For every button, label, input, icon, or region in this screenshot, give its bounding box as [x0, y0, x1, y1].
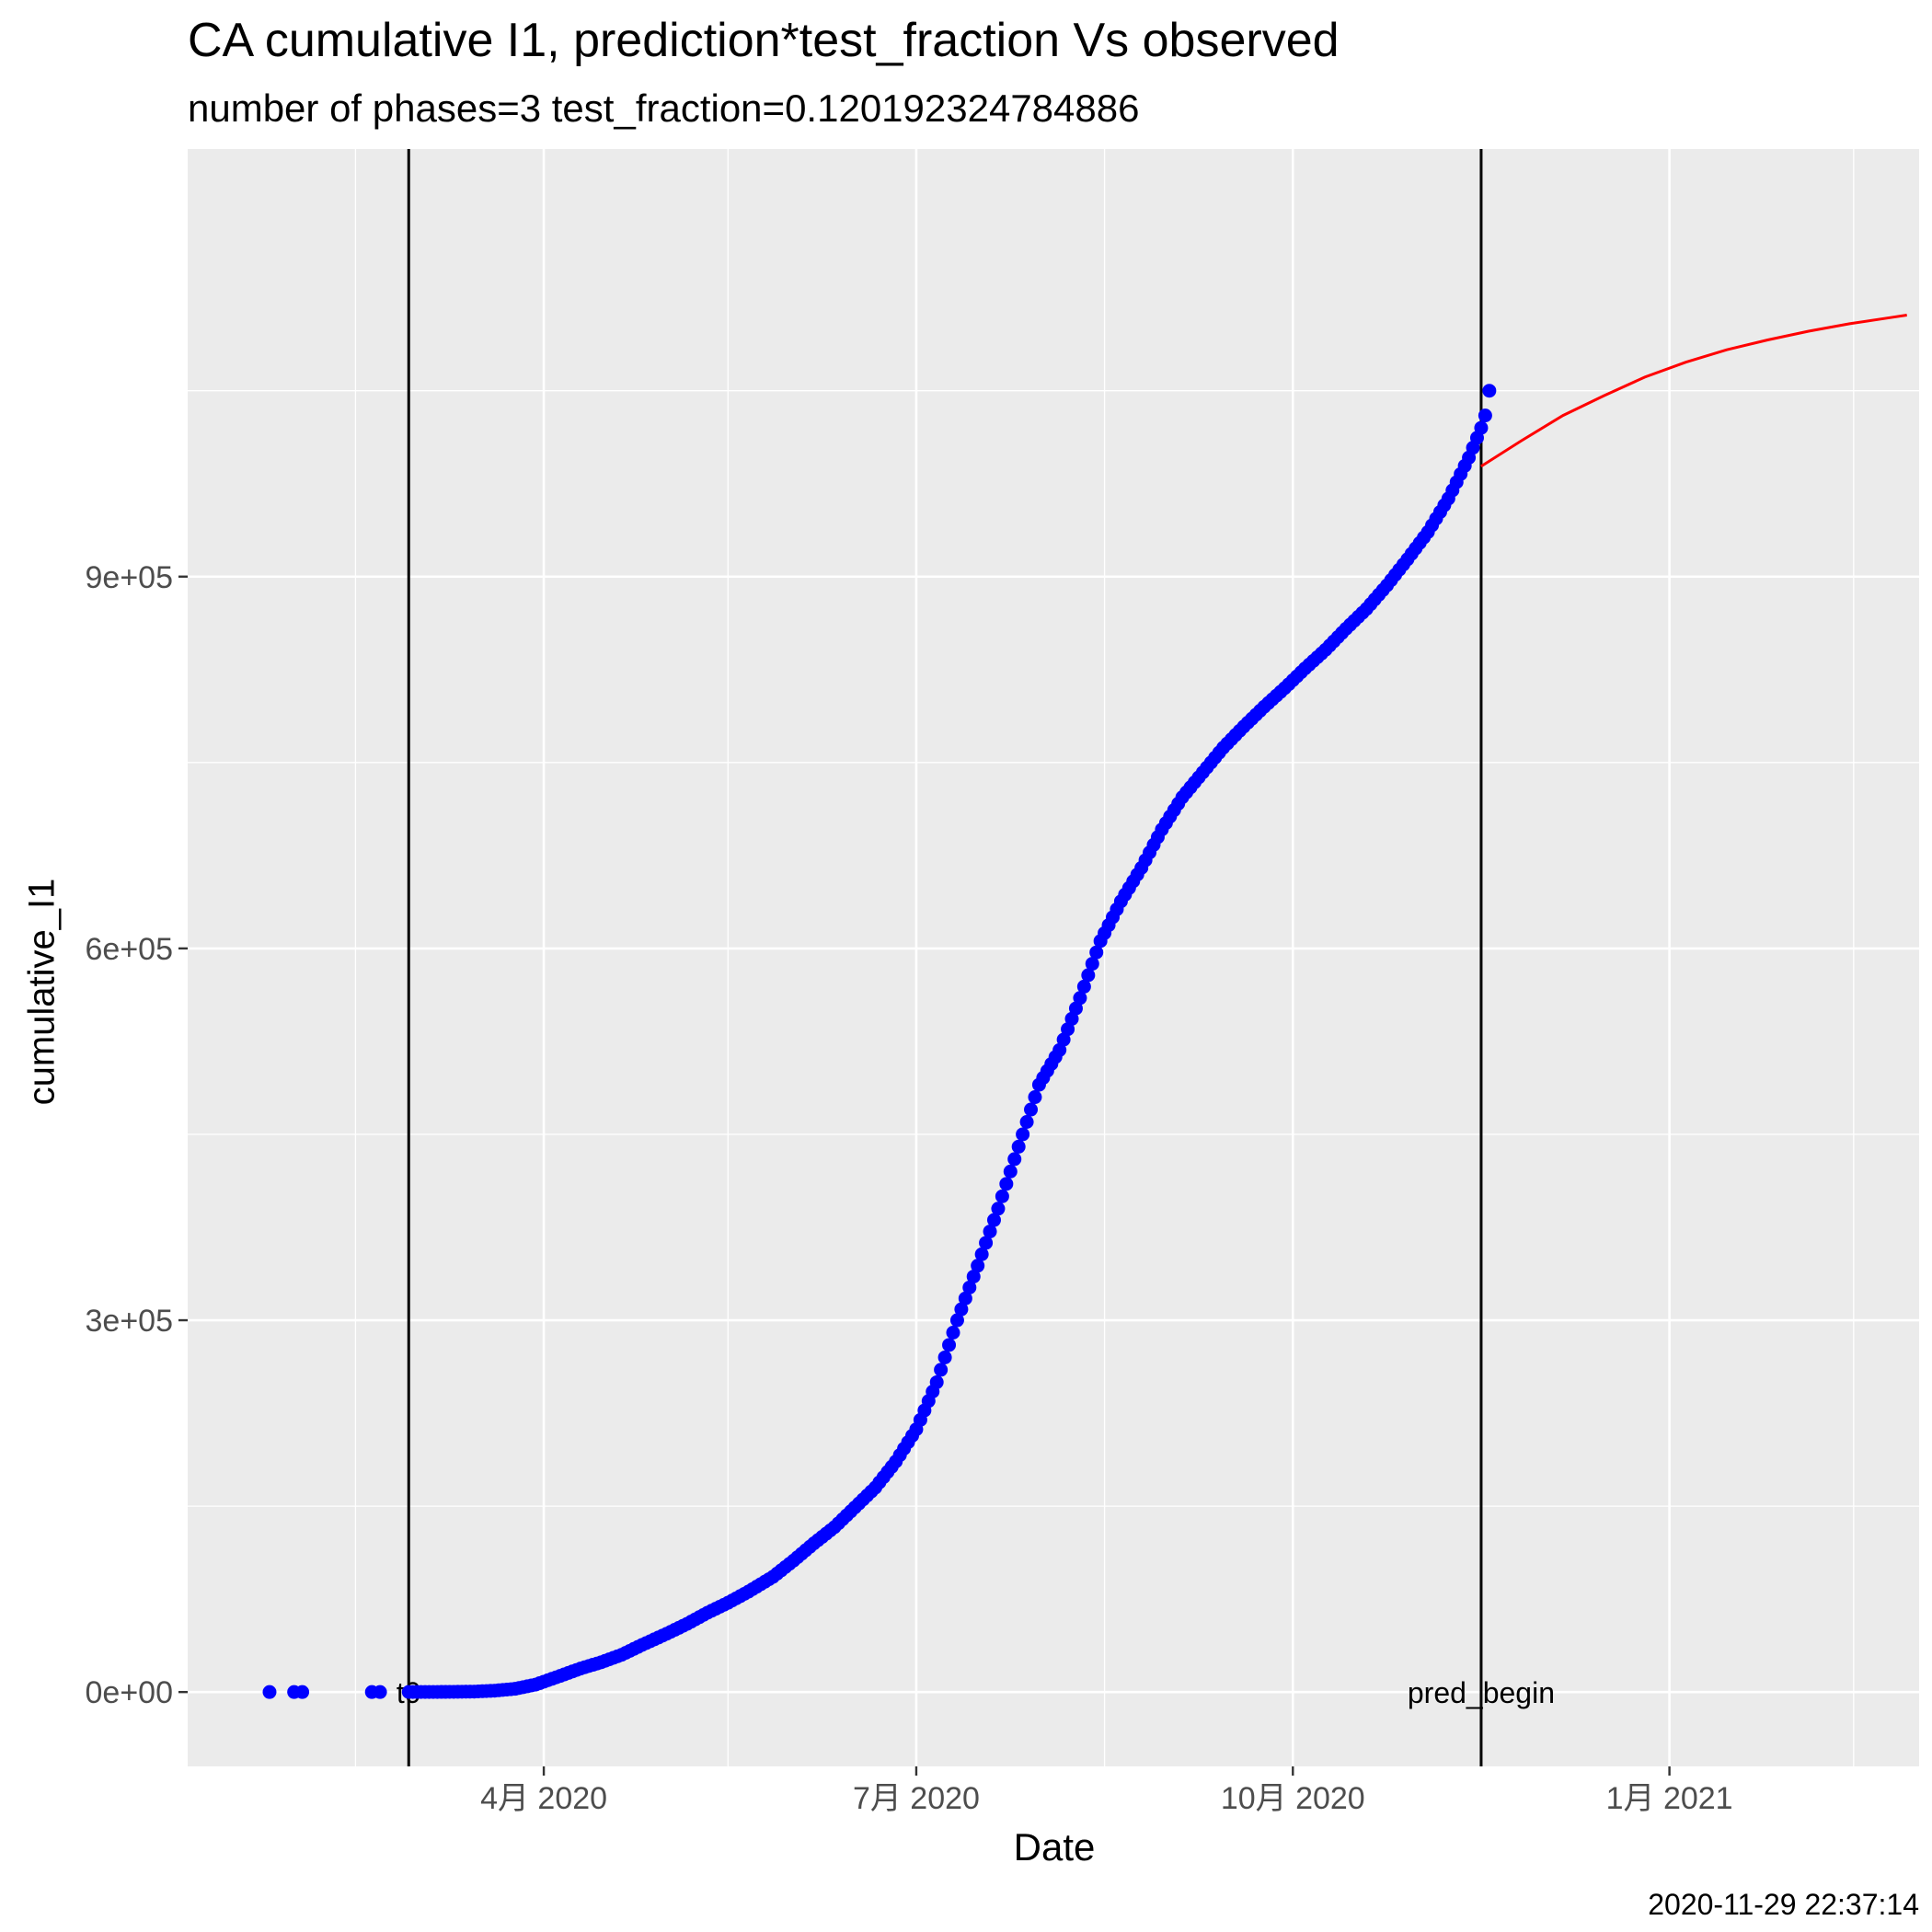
chart-title: CA cumulative I1, prediction*test_fracti…	[188, 14, 1340, 67]
observed-point	[1024, 1102, 1039, 1117]
observed-point	[979, 1236, 994, 1250]
observed-point	[934, 1363, 949, 1377]
observed-point	[995, 1189, 1009, 1203]
observed-point	[958, 1291, 972, 1305]
y-tick-label: 0e+00	[86, 1675, 174, 1710]
timestamp-caption: 2020-11-29 22:37:14	[1648, 1888, 1919, 1921]
observed-point	[949, 1313, 964, 1328]
observed-point	[373, 1685, 387, 1699]
observed-point	[1089, 945, 1104, 960]
plot-panel	[188, 149, 1919, 1766]
prediction-line-path	[1480, 314, 1907, 468]
observed-point	[1007, 1152, 1022, 1167]
observed-point	[991, 1202, 1006, 1216]
observed-point	[1052, 1042, 1067, 1057]
observed-point	[1056, 1032, 1071, 1047]
axes: 4月 2020 7月 2020 10月 2020 1月 2021 0e+00 3e+05 6…	[86, 560, 1733, 1816]
observed-point	[1011, 1139, 1026, 1154]
observed-point	[1085, 957, 1099, 972]
observed-point	[1482, 384, 1497, 398]
x-tick-label: 10月 2020	[1221, 1781, 1365, 1816]
observed-point	[295, 1685, 310, 1699]
x-tick-label: 1月 2021	[1606, 1781, 1733, 1816]
minor-gridlines	[188, 149, 1919, 1766]
observed-point	[966, 1270, 981, 1284]
x-tick-label: 4月 2020	[480, 1781, 607, 1816]
observed-point	[999, 1177, 1014, 1191]
observed-point	[1478, 408, 1492, 423]
observed-point	[962, 1280, 977, 1294]
observed-point	[986, 1213, 1001, 1227]
x-axis-label: Date	[1013, 1825, 1096, 1869]
observed-point	[1073, 991, 1087, 1006]
observed-point	[262, 1685, 277, 1699]
observed-point	[974, 1247, 989, 1261]
observed-point	[1016, 1127, 1030, 1142]
observed-point	[946, 1326, 960, 1340]
observed-point	[1019, 1114, 1034, 1129]
y-tick-label: 6e+05	[86, 932, 174, 967]
observed-point	[983, 1225, 997, 1239]
y-tick-label: 3e+05	[86, 1304, 174, 1339]
observed-point	[1474, 420, 1489, 435]
observed-point	[1068, 1001, 1083, 1016]
x-tick-label: 7月 2020	[853, 1781, 980, 1816]
observed-point	[929, 1374, 944, 1389]
observed-point	[971, 1259, 985, 1273]
major-gridlines	[188, 149, 1919, 1766]
observed-point	[954, 1302, 969, 1317]
observed-point	[1003, 1164, 1018, 1179]
observed-point	[937, 1350, 952, 1364]
observed-point	[1076, 979, 1091, 994]
observed-point	[1064, 1011, 1079, 1026]
prediction-line	[1480, 314, 1907, 468]
observed-point	[1061, 1022, 1075, 1037]
observed-points	[262, 384, 1497, 1699]
y-tick-label: 9e+05	[86, 560, 174, 595]
vline-label: pred_begin	[1408, 1676, 1555, 1709]
observed-point	[1081, 968, 1096, 983]
observed-point	[1028, 1090, 1042, 1105]
chart-subtitle: number of phases=3 test_fraction=0.12019…	[188, 86, 1140, 130]
observed-point	[942, 1338, 957, 1352]
